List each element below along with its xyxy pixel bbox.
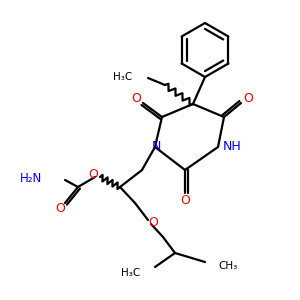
Text: O: O <box>243 92 253 104</box>
Text: CH₃: CH₃ <box>218 261 237 271</box>
Text: H₃C: H₃C <box>121 268 140 278</box>
Text: O: O <box>180 194 190 206</box>
Text: O: O <box>55 202 65 215</box>
Text: O: O <box>131 92 141 104</box>
Text: H₃C: H₃C <box>113 72 132 82</box>
Text: H₂N: H₂N <box>20 172 42 184</box>
Text: NH: NH <box>223 140 242 154</box>
Text: O: O <box>148 217 158 230</box>
Text: N: N <box>151 140 161 154</box>
Text: O: O <box>88 167 98 181</box>
